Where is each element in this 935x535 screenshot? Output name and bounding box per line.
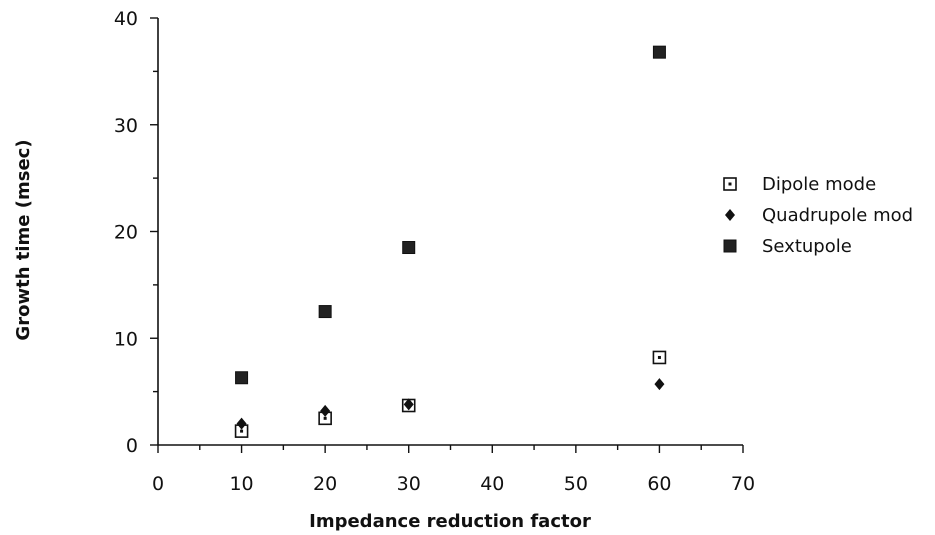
data-point	[402, 241, 416, 255]
data-point	[318, 305, 332, 319]
legend-label: Dipole mode	[762, 174, 876, 195]
y-tick-label: 40	[114, 8, 138, 30]
legend-label: Sextupole	[762, 236, 852, 257]
x-tick-label: 70	[731, 473, 755, 495]
data-point	[236, 417, 247, 430]
x-tick-label: 60	[647, 473, 671, 495]
legend-label: Quadrupole mod	[762, 205, 913, 226]
x-axis-title: Impedance reduction factor	[309, 511, 591, 532]
y-ticks: 0 10 20 30 40	[114, 8, 158, 457]
data-point	[654, 378, 665, 391]
legend-marker	[723, 239, 737, 253]
y-axis-title: Growth time (msec)	[13, 139, 34, 340]
data-point	[403, 398, 414, 411]
data-point	[320, 404, 331, 417]
x-tick-label: 20	[313, 473, 337, 495]
x-tick-label: 30	[397, 473, 421, 495]
y-tick-label: 30	[114, 115, 138, 137]
data-point	[652, 45, 666, 59]
legend-marker	[725, 209, 735, 221]
y-tick-label: 20	[114, 222, 138, 244]
data-points	[234, 45, 667, 438]
x-tick-label: 40	[480, 473, 504, 495]
x-tick-label: 50	[564, 473, 588, 495]
legend-marker	[723, 177, 737, 191]
x-tick-label: 10	[229, 473, 253, 495]
x-tick-label: 0	[152, 473, 164, 495]
y-tick-label: 0	[126, 435, 138, 457]
y-tick-label: 10	[114, 328, 138, 350]
data-point	[318, 411, 332, 426]
data-point	[235, 371, 249, 385]
data-point	[652, 350, 667, 365]
x-ticks: 0 10 20 30 40 50 60 70	[152, 445, 755, 495]
legend: Dipole mode Quadrupole mod Sextupole	[723, 174, 913, 257]
